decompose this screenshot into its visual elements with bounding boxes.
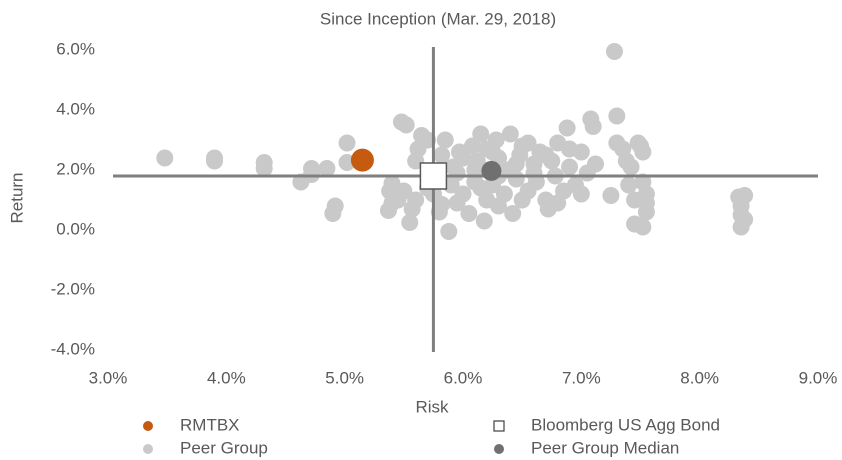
fund-point	[350, 148, 374, 172]
peer-point	[255, 160, 273, 177]
peer-point	[634, 143, 652, 161]
peer-point	[736, 187, 754, 204]
peer-point	[419, 131, 436, 149]
peer-point	[433, 146, 451, 164]
x-tick-label: 4.0%	[207, 368, 246, 387]
peer-point	[475, 212, 493, 230]
peer-point	[504, 205, 522, 222]
peer-point	[572, 185, 590, 203]
peer-point	[397, 116, 415, 134]
peer-point	[602, 187, 620, 204]
x-tick-label: 6.0%	[444, 368, 483, 387]
chart-title: Since Inception (Mar. 29, 2018)	[320, 9, 556, 28]
peer-point	[608, 107, 626, 125]
peer-point	[537, 146, 555, 164]
peer-point	[519, 134, 537, 152]
peer-point	[466, 161, 484, 179]
peer-point	[495, 185, 513, 203]
peer-point	[620, 176, 638, 194]
peer-point	[561, 140, 578, 158]
y-tick-label: -2.0%	[51, 279, 95, 298]
peer-point	[501, 125, 519, 143]
peer-point	[605, 43, 623, 60]
y-tick-label: 2.0%	[56, 159, 95, 178]
x-tick-label: 9.0%	[799, 368, 838, 387]
peer-point	[472, 125, 490, 143]
x-tick-label: 5.0%	[325, 368, 364, 387]
peer-point	[622, 158, 640, 176]
x-tick-label: 7.0%	[562, 368, 601, 387]
peer-point	[549, 194, 567, 212]
peer-point	[338, 134, 356, 152]
peer-point	[448, 164, 466, 182]
peer-point	[584, 118, 602, 135]
x-tick-label: 3.0%	[89, 368, 128, 387]
legend-label: Peer Group	[180, 438, 268, 457]
peer-point	[561, 158, 578, 176]
peer-point	[460, 205, 478, 222]
peer-point	[736, 211, 754, 228]
peer-point	[407, 191, 425, 209]
y-tick-label: 4.0%	[56, 99, 95, 118]
legend-marker	[143, 444, 153, 454]
legend-label: Peer Group Median	[531, 438, 679, 457]
y-tick-label: 6.0%	[56, 39, 95, 58]
peer-point	[472, 179, 490, 197]
peer-point	[558, 119, 576, 137]
benchmark-point	[419, 162, 448, 190]
peer-point	[326, 197, 344, 215]
peer-point	[454, 149, 472, 167]
peer-point	[484, 143, 502, 161]
peer-point	[436, 131, 454, 149]
peer-point	[634, 218, 652, 236]
legend-marker	[494, 444, 504, 454]
y-tick-label: -4.0%	[51, 339, 95, 358]
x-axis-label: Risk	[415, 397, 449, 416]
peer-point	[383, 194, 401, 212]
y-tick-label: 0.0%	[56, 219, 95, 238]
peer-point	[206, 152, 223, 170]
y-axis-label: Return	[7, 172, 26, 223]
legend-label: RMTBX	[180, 415, 240, 434]
peer-point	[401, 214, 419, 231]
peer-point	[587, 155, 605, 173]
peer-point	[463, 137, 481, 155]
median-point	[481, 160, 502, 181]
legend-marker	[143, 421, 153, 431]
peer-point	[156, 149, 174, 167]
legend-label: Bloomberg US Agg Bond	[531, 415, 720, 434]
peer-point	[440, 223, 458, 240]
legend-marker	[493, 420, 505, 432]
peer-point	[318, 160, 336, 177]
peer-point	[525, 164, 543, 182]
peer-point	[507, 155, 525, 173]
x-tick-label: 8.0%	[680, 368, 719, 387]
peer-point	[395, 182, 413, 200]
peer-point	[637, 194, 655, 212]
peer-point	[448, 194, 466, 212]
peer-point	[433, 196, 451, 213]
